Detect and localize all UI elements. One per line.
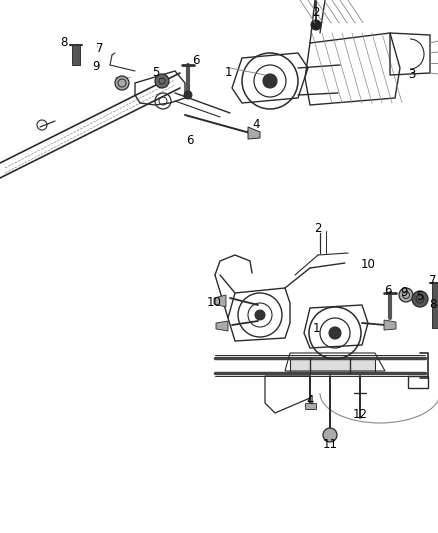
Circle shape [184, 91, 192, 99]
Polygon shape [72, 45, 80, 65]
Text: 9: 9 [400, 287, 408, 300]
Text: 7: 7 [429, 274, 437, 287]
Circle shape [115, 76, 129, 90]
Polygon shape [305, 403, 316, 409]
Text: 11: 11 [322, 439, 338, 451]
Circle shape [323, 428, 337, 442]
Text: 3: 3 [408, 69, 416, 82]
Text: 6: 6 [192, 54, 200, 68]
Text: 1: 1 [224, 66, 232, 78]
Text: 10: 10 [360, 259, 375, 271]
Text: 5: 5 [416, 290, 424, 303]
Text: 2: 2 [314, 222, 322, 235]
Polygon shape [432, 283, 438, 305]
Circle shape [255, 310, 265, 320]
Circle shape [399, 288, 413, 302]
Polygon shape [216, 321, 228, 331]
Text: 12: 12 [353, 408, 367, 422]
Polygon shape [384, 320, 396, 330]
Text: 5: 5 [152, 66, 160, 78]
Circle shape [311, 20, 321, 30]
Text: 4: 4 [252, 118, 260, 132]
Circle shape [412, 291, 428, 307]
Circle shape [155, 74, 169, 88]
Text: 6: 6 [186, 133, 194, 147]
Polygon shape [432, 305, 438, 328]
Text: 2: 2 [312, 6, 320, 20]
Text: 8: 8 [60, 36, 68, 50]
Text: 7: 7 [96, 43, 104, 55]
Polygon shape [214, 295, 226, 307]
Text: 8: 8 [429, 298, 437, 311]
Text: 10: 10 [207, 296, 222, 310]
Polygon shape [248, 127, 260, 139]
Circle shape [263, 74, 277, 88]
Text: 9: 9 [92, 60, 100, 72]
Text: 4: 4 [306, 394, 314, 408]
Polygon shape [290, 358, 375, 373]
Text: 6: 6 [384, 285, 392, 297]
Text: 1: 1 [312, 321, 320, 335]
Circle shape [329, 327, 341, 339]
